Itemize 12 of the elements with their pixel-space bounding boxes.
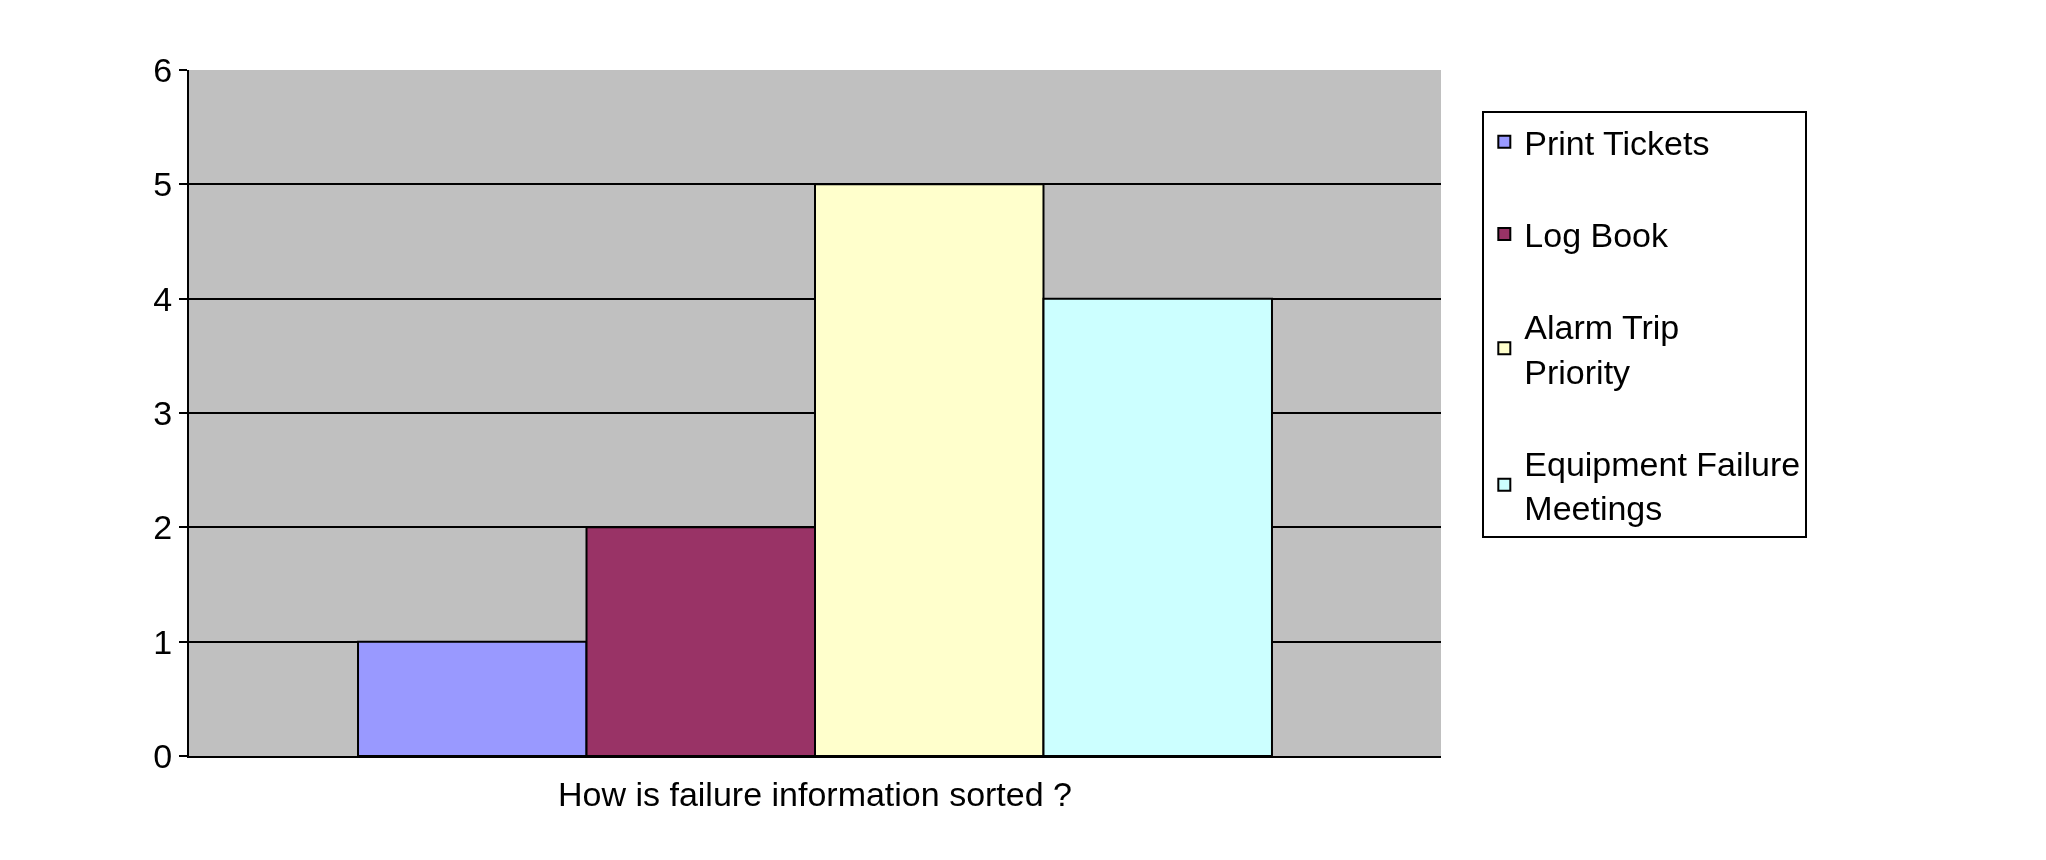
y-tick-label: 2 — [153, 508, 173, 547]
legend-label: Print Tickets — [1524, 124, 1710, 163]
y-tick-label: 4 — [153, 279, 173, 318]
x-axis-title: How is failure information sorted ? — [557, 774, 1073, 813]
y-tick-label: 5 — [153, 165, 173, 204]
legend-label: Equipment Failure Meetings — [1524, 444, 1801, 528]
legend-label: Alarm Trip Priority — [1524, 308, 1680, 391]
y-tick-label: 6 — [153, 50, 173, 89]
y-tick-label: 0 — [153, 736, 173, 775]
y-tick-label: 1 — [153, 622, 173, 661]
y-tick-label: 3 — [153, 393, 173, 432]
legend-label: Log Book — [1524, 216, 1669, 255]
